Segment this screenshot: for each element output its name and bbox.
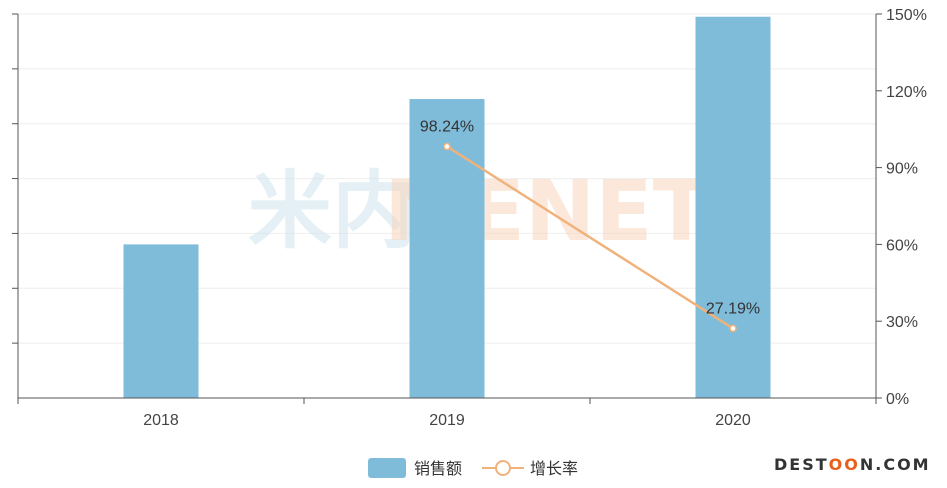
brand-text-2: OO xyxy=(828,455,860,474)
legend-bar-swatch[interactable] xyxy=(368,458,406,478)
brand-logo: DESTOON.COM xyxy=(774,455,931,474)
line-series: 98.24% 27.19% xyxy=(420,119,760,333)
y-right-tick-label: 60% xyxy=(886,237,918,254)
legend-line-label[interactable]: 增长率 xyxy=(530,459,578,478)
y-right-tick-label: 120% xyxy=(886,84,927,101)
y-right-tick-label: 30% xyxy=(886,314,918,331)
y-right-tick-label: 150% xyxy=(886,7,927,24)
line-point[interactable] xyxy=(443,142,451,151)
x-tick-labels: 2018 2019 2020 xyxy=(143,412,751,429)
x-tick-label: 2020 xyxy=(715,412,751,429)
growth-line xyxy=(446,145,734,330)
brand-text-1: DEST xyxy=(774,455,829,474)
line-point[interactable] xyxy=(729,324,737,333)
data-label: 27.19% xyxy=(706,300,760,317)
legend[interactable]: 销售额 增长率 xyxy=(368,458,578,478)
watermark-cn: 米内 xyxy=(248,162,416,260)
y-right-tick-label: 0% xyxy=(886,391,909,408)
legend-bar-label[interactable]: 销售额 xyxy=(414,459,462,478)
axes xyxy=(12,13,882,404)
brand-text-3: N.COM xyxy=(859,455,931,474)
bar-series xyxy=(123,16,771,399)
bar[interactable] xyxy=(695,16,771,398)
x-tick-label: 2018 xyxy=(143,412,179,429)
bar[interactable] xyxy=(123,244,199,398)
data-label: 98.24% xyxy=(420,119,474,136)
x-tick-label: 2019 xyxy=(429,412,465,429)
y-right-tick-label: 90% xyxy=(886,161,918,178)
y-right-tick-labels: 0% 30% 60% 90% 120% 150% xyxy=(886,7,927,408)
legend-line-marker[interactable] xyxy=(495,460,511,476)
